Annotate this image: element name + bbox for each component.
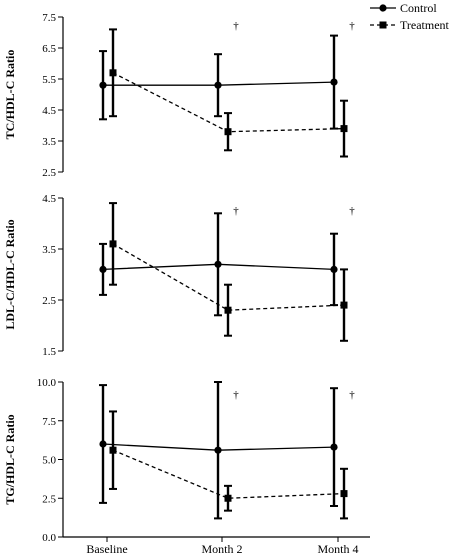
series-treatment xyxy=(109,202,348,342)
legend-item-treatment: Treatment xyxy=(370,18,450,32)
data-point-control xyxy=(214,260,222,268)
data-point-treatment xyxy=(224,306,232,314)
y-tick-label: 7.5 xyxy=(42,12,56,24)
y-tick-label: 5.0 xyxy=(42,455,56,467)
significance-dagger: † xyxy=(349,20,355,32)
y-tick-label: 2.5 xyxy=(42,167,56,179)
legend-marker-square xyxy=(379,21,387,29)
chart-panels: 2.5 3.5 4.5 5.5 6.5 7.5 TC/HDL-C Ratio † † 1.5 2.5… xyxy=(3,12,370,544)
legend-label: Treatment xyxy=(400,18,450,32)
data-point-treatment xyxy=(340,301,348,309)
data-point-control xyxy=(214,81,222,89)
series-control xyxy=(99,34,338,130)
series-treatment xyxy=(109,28,348,158)
data-point-treatment xyxy=(224,494,232,502)
legend: Control Treatment xyxy=(370,1,450,32)
data-point-treatment xyxy=(109,69,117,77)
significance-dagger: † xyxy=(233,389,239,401)
y-tick-label: 2.5 xyxy=(42,493,56,505)
data-point-treatment xyxy=(340,490,348,498)
y-tick-label: 10.0 xyxy=(37,377,57,389)
x-axis-tick-labels: Baseline Month 2 Month 4 xyxy=(86,542,358,555)
series-control xyxy=(99,381,338,520)
panel-1: 2.5 3.5 4.5 5.5 6.5 7.5 TC/HDL-C Ratio † † xyxy=(3,12,355,179)
y-tick-label: 1.5 xyxy=(42,346,56,358)
data-point-treatment xyxy=(224,128,232,136)
data-point-control xyxy=(99,440,107,448)
x-tick-label-baseline: Baseline xyxy=(86,542,127,555)
y-axis-label: TG/HDL-C Ratio xyxy=(3,414,17,504)
data-point-treatment xyxy=(109,240,117,248)
series-line-treatment xyxy=(112,243,345,311)
y-tick-label: 2.5 xyxy=(42,295,56,307)
y-tick-label: 5.5 xyxy=(42,74,56,86)
significance-dagger: † xyxy=(233,20,239,32)
data-point-treatment xyxy=(340,125,348,133)
data-point-control xyxy=(330,265,338,273)
panel-2: 1.5 2.5 3.5 4.5 LDL-C/HDL-C Ratio † † xyxy=(3,193,355,358)
significance-dagger: † xyxy=(349,389,355,401)
y-tick-label: 4.5 xyxy=(42,193,56,205)
panel-3: 0.0 2.5 5.0 7.5 10.0 TG/HDL-C Ratio † † xyxy=(3,377,370,544)
significance-dagger: † xyxy=(349,205,355,217)
y-tick-label: 7.5 xyxy=(42,416,56,428)
x-tick-label-month-2: Month 2 xyxy=(201,542,242,555)
y-tick-label: 0.0 xyxy=(42,532,56,544)
data-point-control xyxy=(330,78,338,86)
legend-label: Control xyxy=(400,1,437,15)
y-axis-label: TC/HDL-C Ratio xyxy=(3,50,17,140)
y-tick-label: 3.5 xyxy=(42,244,56,256)
series-treatment xyxy=(109,410,348,520)
data-point-treatment xyxy=(109,446,117,454)
y-tick-label: 3.5 xyxy=(42,136,56,148)
legend-marker-circle xyxy=(379,4,387,12)
x-tick-label-month-4: Month 4 xyxy=(317,542,358,555)
legend-item-control: Control xyxy=(370,1,437,15)
data-point-control xyxy=(99,81,107,89)
y-tick-label: 6.5 xyxy=(42,43,56,55)
data-point-control xyxy=(99,265,107,273)
significance-dagger: † xyxy=(233,205,239,217)
y-tick-label: 4.5 xyxy=(42,105,56,117)
y-axis-label: LDL-C/HDL-C Ratio xyxy=(3,219,17,329)
data-point-control xyxy=(214,446,222,454)
series-control xyxy=(99,212,338,317)
data-point-control xyxy=(330,443,338,451)
